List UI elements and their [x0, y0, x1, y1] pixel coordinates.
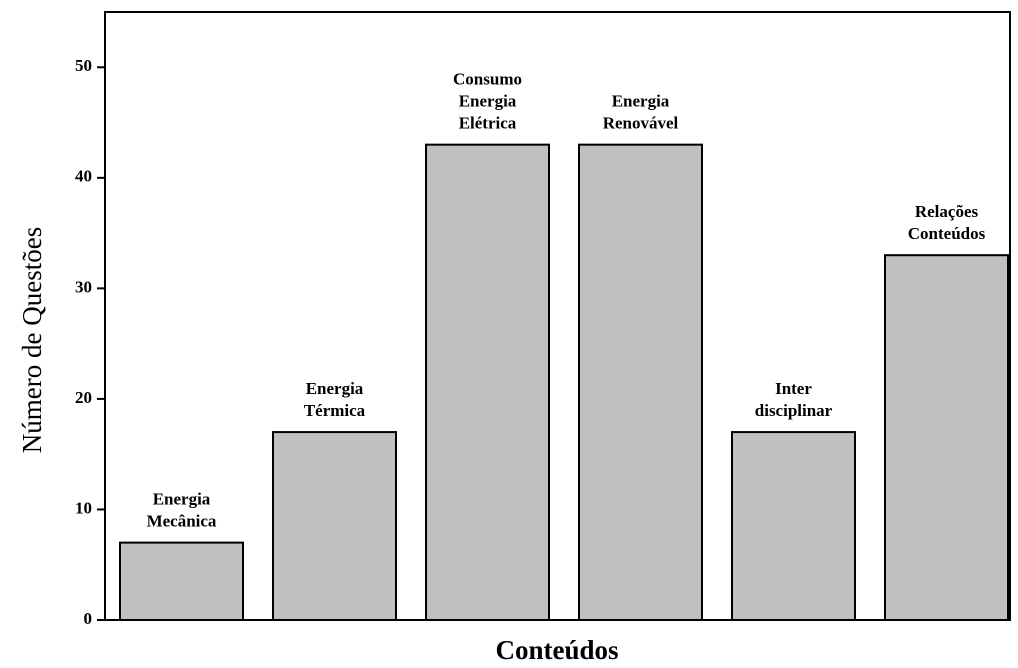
- plot-frame: [104, 11, 1011, 621]
- y-tick-label: 10: [75, 498, 92, 517]
- y-tick-label: 0: [84, 609, 93, 628]
- bar: [578, 143, 703, 621]
- category-label-line: Mecânica: [147, 512, 217, 531]
- category-label: Inter disciplinar: [755, 379, 833, 420]
- x-axis-label: Conteúdos: [495, 635, 618, 665]
- category-label-line: Consumo: [453, 70, 522, 89]
- y-tick-label: 40: [75, 167, 92, 186]
- category-label: Consumo Energia Elétrica: [453, 70, 522, 133]
- bar: [731, 431, 856, 621]
- bar: [272, 431, 397, 621]
- category-label-line: disciplinar: [755, 401, 833, 420]
- bar: [884, 254, 1009, 621]
- y-tick-label: 30: [75, 277, 92, 296]
- category-label-line: Renovável: [603, 114, 679, 133]
- category-label: Energia Mecânica: [147, 490, 217, 531]
- category-label-line: Térmica: [304, 401, 366, 420]
- category-label-line: Energia: [612, 92, 670, 111]
- category-label-line: Energia: [459, 92, 517, 111]
- category-label-line: Inter: [775, 379, 812, 398]
- category-label-line: Relações: [915, 202, 979, 221]
- category-label-line: Conteúdos: [908, 224, 986, 243]
- y-tick-label: 50: [75, 56, 92, 75]
- bar: [425, 143, 550, 621]
- category-label-line: Elétrica: [459, 114, 517, 133]
- category-label: Energia Térmica: [304, 379, 366, 420]
- category-label-line: Energia: [153, 490, 211, 509]
- category-label-line: Energia: [306, 379, 364, 398]
- y-tick-label: 20: [75, 388, 92, 407]
- bar: [119, 541, 244, 621]
- category-label: Relações Conteúdos: [908, 202, 986, 243]
- y-axis-label: Número de Questões: [17, 227, 47, 453]
- category-label: Energia Renovável: [603, 92, 679, 133]
